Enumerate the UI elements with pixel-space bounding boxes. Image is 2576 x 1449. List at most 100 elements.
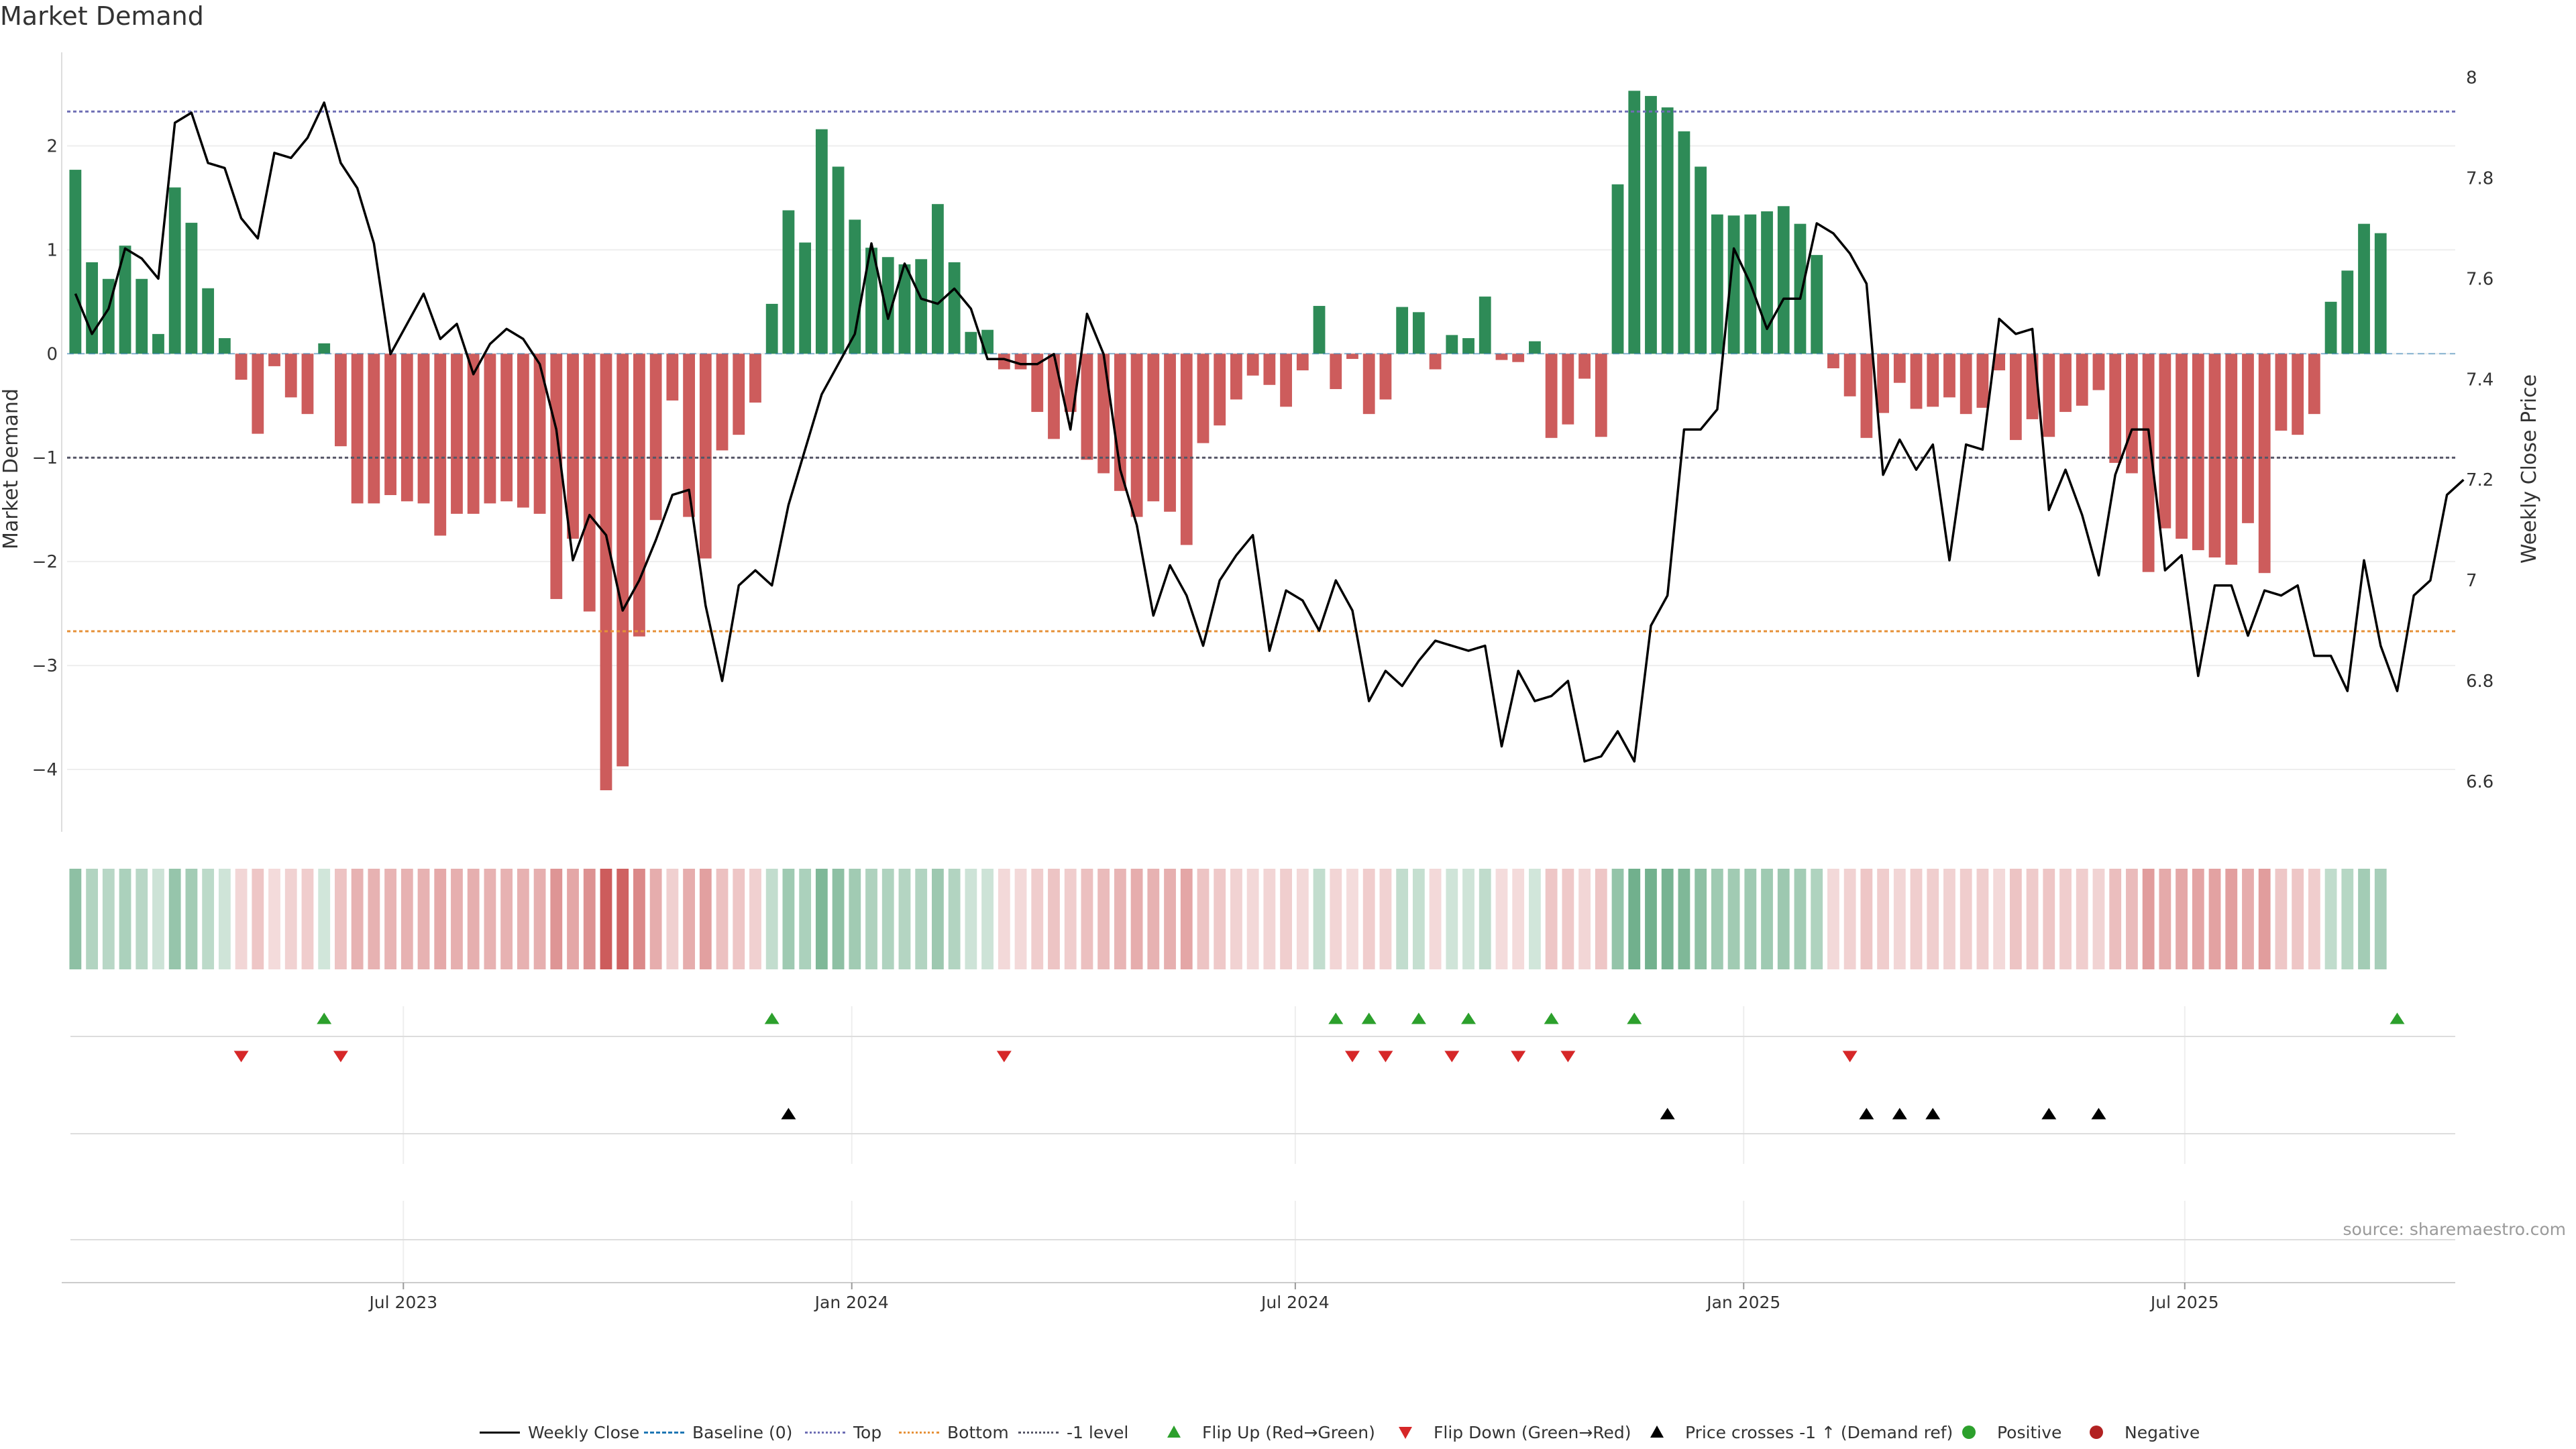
flip-up-marker [1411,1012,1426,1024]
demand-bar [1180,354,1193,545]
flip-down-marker [1344,1051,1360,1063]
source-credit: source: sharemaestro.com [2343,1220,2567,1239]
heatstrip-cell [1114,869,1126,969]
heatstrip-cell [1346,869,1358,969]
demand-bar [2275,354,2288,431]
heatstrip-cell [1246,869,1259,969]
demand-bar [666,354,679,401]
heatstrip-cell [1562,869,1574,969]
demand-bar [948,262,961,354]
demand-bar [832,166,845,354]
price-cross-marker [1925,1108,1941,1120]
demand-bar [368,354,380,504]
legend-label: Negative [2125,1422,2200,1442]
y-tick-label: 1 [46,240,58,260]
demand-bar [2043,354,2055,437]
heatstrip-cell [1263,869,1276,969]
x-tick-label: Jan 2025 [1705,1293,1780,1312]
heatstrip-cell [69,869,82,969]
demand-bar [2308,354,2320,415]
heatstrip-cell [616,869,629,969]
demand-bar [567,354,579,539]
heatstrip-cell [1164,869,1176,969]
demand-bar [235,354,248,380]
heatstrip-cell [1628,869,1641,969]
demand-bar [335,354,347,447]
legend-symbol [805,1419,845,1446]
y-tick-label: 0 [46,344,58,364]
demand-bar [301,354,314,415]
heatstrip-cell [1197,869,1210,969]
demand-bar [683,354,695,517]
heatstrip-cell [1296,869,1309,969]
demand-bar [1843,354,1856,396]
heatstrip-cell [881,869,894,969]
heatstrip-cell [649,869,662,969]
y2-tick-label: 6.6 [2466,772,2493,792]
price-cross-markers-layer [781,1108,2106,1120]
flip-up-marker [2390,1012,2405,1024]
heatstrip-cell [1429,869,1442,969]
demand-bar [1280,354,1292,407]
x-tick-label: Jan 2024 [814,1293,889,1312]
heatstrip-cell [915,869,928,969]
heatstrip-cell [1611,869,1624,969]
demand-bar [1678,131,1690,354]
legend-item: Flip Down (Green→Red) [1385,1419,1631,1446]
demand-bar [400,354,413,502]
y2-axis-label: Weekly Close Price [2518,374,2541,564]
demand-bar [2109,354,2122,463]
demand-bar [136,278,148,354]
y2-tick-label: 6.8 [2466,672,2493,692]
heatstrip-cell [1081,869,1093,969]
heatstrip-cell [600,869,612,969]
heatstrip-cell [1529,869,1541,969]
heatstrip-cell [948,869,961,969]
demand-bar [1097,354,1110,474]
heatstrip-cell [2308,869,2320,969]
legend-item: Top [805,1419,881,1446]
demand-bar [417,354,430,504]
heatstrip-cell [1130,869,1143,969]
demand-bar [865,248,877,354]
demand-bar [467,354,480,514]
reference-lines-layer [67,110,2455,633]
heatstrip-cell [1330,869,1342,969]
legend-item: Bottom [899,1419,1009,1446]
demand-bar [1727,215,1740,354]
heatstrip-cell [2026,869,2039,969]
demand-bar [633,354,645,637]
demand-bar [500,354,513,502]
heatstrip-cell [284,869,297,969]
demand-bar [616,354,629,767]
legend-label: Flip Down (Green→Red) [1434,1422,1631,1442]
demand-bar [1014,354,1027,370]
heatstrip-cell [301,869,314,969]
heatstrip-cell [1993,869,2006,969]
heatstrip-cell [2159,869,2171,969]
demand-bar [1761,211,1773,354]
heatstrip-cell [898,869,911,969]
demand-bar [2159,354,2171,529]
heatstrip-cell [965,869,977,969]
demand-bar [2258,354,2271,574]
heatstrip-cell [1645,869,1657,969]
flip-down-marker [996,1051,1012,1063]
demand-bar [1130,354,1143,517]
heatstrip-cell [185,869,198,969]
demand-bar [1529,341,1541,354]
demand-bar [1960,354,1972,415]
y-tick-label: −4 [32,760,58,780]
heatstrip-cell [2043,869,2055,969]
flip-down-marker [1842,1051,1858,1063]
demand-bar [119,246,131,354]
heatstrip-cell [1877,869,1889,969]
heatstrip-cell [765,869,778,969]
demand-bar [434,354,447,536]
flip-up-marker [1461,1012,1477,1024]
heatstrip-cell [2242,869,2254,969]
demand-bar [1976,354,1989,408]
heatstrip-cell [832,869,845,969]
demand-bar [1147,354,1160,502]
demand-bar [733,354,745,435]
